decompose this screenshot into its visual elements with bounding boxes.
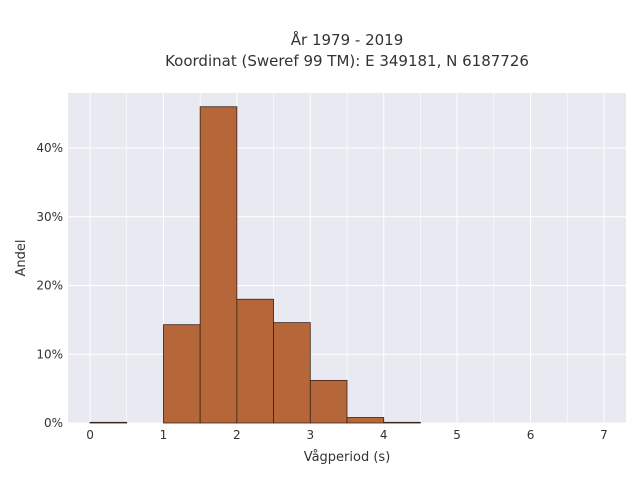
x-tick-label: 6 — [527, 428, 535, 442]
x-tick-label: 2 — [233, 428, 241, 442]
x-tick-label: 3 — [306, 428, 314, 442]
x-tick-label: 0 — [86, 428, 94, 442]
chart-title-line-2: Koordinat (Sweref 99 TM): E 349181, N 61… — [165, 52, 529, 70]
y-tick-label: 10% — [36, 347, 63, 361]
histogram-bar — [309, 379, 348, 424]
x-axis-ticks: 0 1 2 3 4 5 6 7 — [86, 428, 608, 442]
histogram-bars — [89, 106, 421, 424]
chart-title-line-1: År 1979 - 2019 — [291, 30, 404, 49]
y-tick-label: 30% — [36, 210, 63, 224]
histogram-bar — [163, 324, 201, 424]
histogram-bar — [89, 421, 128, 424]
y-tick-label: 0% — [44, 416, 63, 430]
x-tick-label: 5 — [453, 428, 461, 442]
x-tick-label: 7 — [600, 428, 608, 442]
x-axis-label: Vågperiod (s) — [304, 450, 391, 465]
histogram-bar — [383, 421, 421, 424]
y-tick-label: 40% — [36, 141, 63, 155]
histogram-bar — [346, 417, 385, 424]
y-tick-label: 20% — [36, 279, 63, 293]
histogram-bar — [236, 298, 274, 424]
histogram-bar — [199, 106, 238, 424]
histogram-bar — [273, 322, 311, 424]
y-axis-label: Andel — [14, 240, 29, 277]
y-axis-ticks: 0% 10% 20% 30% 40% — [36, 141, 63, 430]
x-tick-label: 4 — [380, 428, 388, 442]
x-tick-label: 1 — [160, 428, 168, 442]
